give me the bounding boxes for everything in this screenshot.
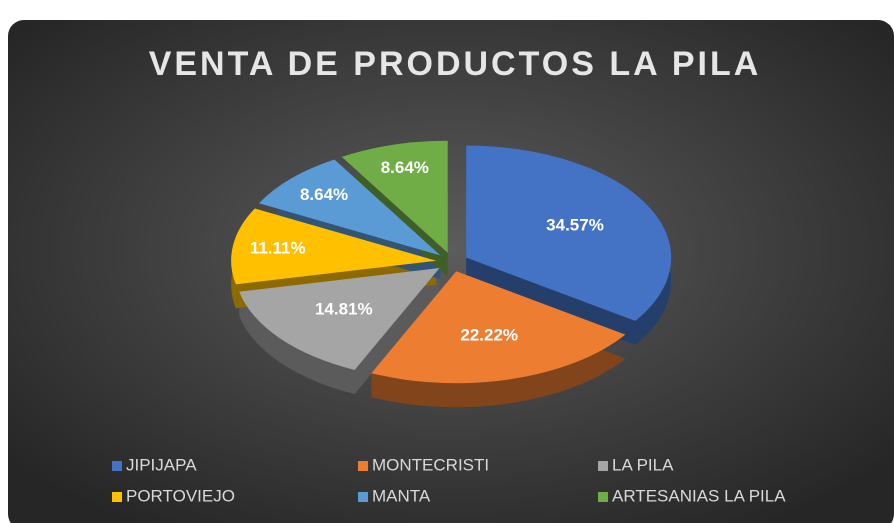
legend-label: PORTOVIEJO (126, 486, 235, 505)
data-label: 14.81% (315, 300, 373, 319)
pie-slice (466, 145, 672, 321)
legend-label: LA PILA (612, 455, 674, 474)
pie-slice (371, 271, 626, 384)
pie-slice (259, 159, 441, 256)
data-label: 8.64% (300, 185, 348, 204)
pie-slice (239, 268, 440, 370)
legend-label: MANTA (372, 486, 431, 505)
legend-swatch (358, 461, 368, 471)
data-label: 11.11% (250, 238, 306, 257)
legend-label: JIPIJAPA (126, 455, 197, 474)
legend-swatch (598, 461, 608, 471)
pie-slice (231, 208, 437, 285)
chart-title: VENTA DE PRODUCTOS LA PILA (149, 45, 762, 83)
legend-swatch (358, 492, 368, 502)
chart-background (8, 20, 894, 523)
legend-swatch (112, 461, 122, 471)
pie-slice (341, 140, 448, 253)
data-label: 22.22% (460, 325, 518, 344)
data-label: 34.57% (546, 216, 604, 235)
data-label: 8.64% (381, 158, 429, 177)
legend-label: ARTESANIAS LA PILA (612, 486, 786, 505)
legend-label: MONTECRISTI (372, 455, 489, 474)
legend-swatch (112, 492, 122, 502)
legend-swatch (598, 492, 608, 502)
